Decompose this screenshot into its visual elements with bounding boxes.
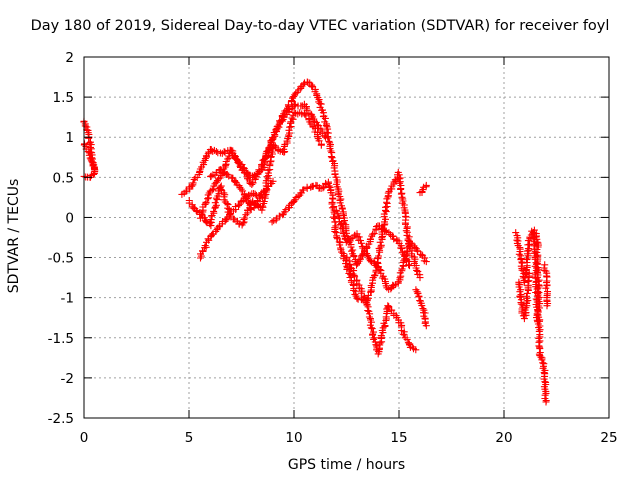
axis-ticks: -2.5-2-1.5-1-0.500.511.520 5 10 15 20 25 — [48, 50, 618, 446]
x-axis-label: GPS time / hours — [287, 457, 406, 473]
data-points — [80, 78, 552, 406]
y-tick-label: 0.5 — [53, 170, 74, 186]
y-tick-label: 1 — [65, 130, 74, 146]
y-tick-label: -2.5 — [48, 411, 74, 427]
y-tick-label: -0.5 — [48, 251, 74, 267]
x-tick-label: 15 — [390, 430, 407, 446]
y-tick-label: 2 — [65, 50, 74, 66]
x-tick-label: 25 — [600, 430, 617, 446]
y-axis-label: SDTVAR / TECUs — [6, 178, 22, 294]
y-tick-label: 0 — [65, 210, 74, 226]
y-tick-label: -2 — [61, 371, 74, 387]
x-tick-label: 5 — [185, 430, 194, 446]
x-tick-label: 0 — [80, 430, 89, 446]
x-tick-label: 10 — [285, 430, 302, 446]
y-tick-label: -1 — [61, 291, 74, 307]
data-point-markers — [80, 78, 552, 406]
x-tick-label: 20 — [495, 430, 512, 446]
y-tick-label: 1.5 — [53, 90, 74, 106]
plot-frame — [83, 56, 610, 419]
chart-title: Day 180 of 2019, Sidereal Day-to-day VTE… — [30, 18, 610, 34]
y-tick-label: -1.5 — [48, 331, 74, 347]
